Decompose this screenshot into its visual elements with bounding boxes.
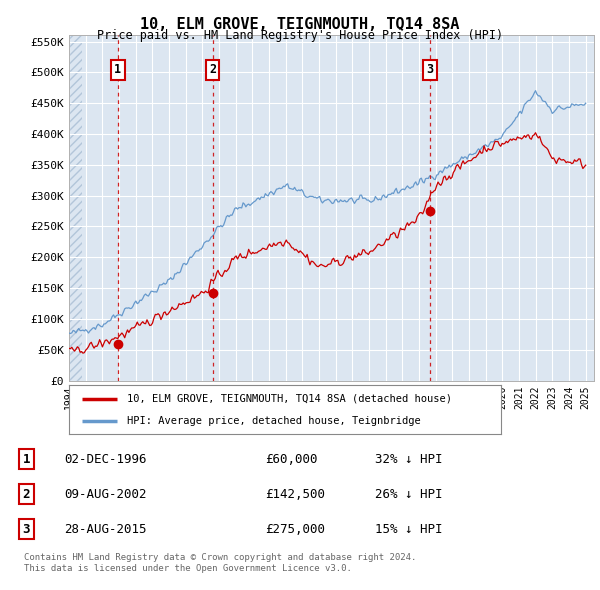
Text: HPI: Average price, detached house, Teignbridge: HPI: Average price, detached house, Teig…	[127, 415, 421, 425]
Text: 15% ↓ HPI: 15% ↓ HPI	[375, 523, 442, 536]
Text: 3: 3	[427, 63, 434, 77]
Text: 2: 2	[209, 63, 216, 77]
Polygon shape	[69, 35, 82, 381]
Text: 02-DEC-1996: 02-DEC-1996	[64, 453, 146, 466]
Text: £142,500: £142,500	[265, 487, 325, 501]
Text: £275,000: £275,000	[265, 523, 325, 536]
Text: 2: 2	[23, 487, 30, 501]
Text: £60,000: £60,000	[265, 453, 318, 466]
Text: 26% ↓ HPI: 26% ↓ HPI	[375, 487, 442, 501]
Text: Price paid vs. HM Land Registry's House Price Index (HPI): Price paid vs. HM Land Registry's House …	[97, 30, 503, 42]
Text: 1: 1	[23, 453, 30, 466]
Text: 10, ELM GROVE, TEIGNMOUTH, TQ14 8SA: 10, ELM GROVE, TEIGNMOUTH, TQ14 8SA	[140, 17, 460, 31]
Text: 32% ↓ HPI: 32% ↓ HPI	[375, 453, 442, 466]
Text: 3: 3	[23, 523, 30, 536]
Text: 28-AUG-2015: 28-AUG-2015	[64, 523, 146, 536]
Text: 10, ELM GROVE, TEIGNMOUTH, TQ14 8SA (detached house): 10, ELM GROVE, TEIGNMOUTH, TQ14 8SA (det…	[127, 394, 452, 404]
Text: 09-AUG-2002: 09-AUG-2002	[64, 487, 146, 501]
Text: 1: 1	[114, 63, 121, 77]
Text: Contains HM Land Registry data © Crown copyright and database right 2024.
This d: Contains HM Land Registry data © Crown c…	[24, 553, 416, 573]
